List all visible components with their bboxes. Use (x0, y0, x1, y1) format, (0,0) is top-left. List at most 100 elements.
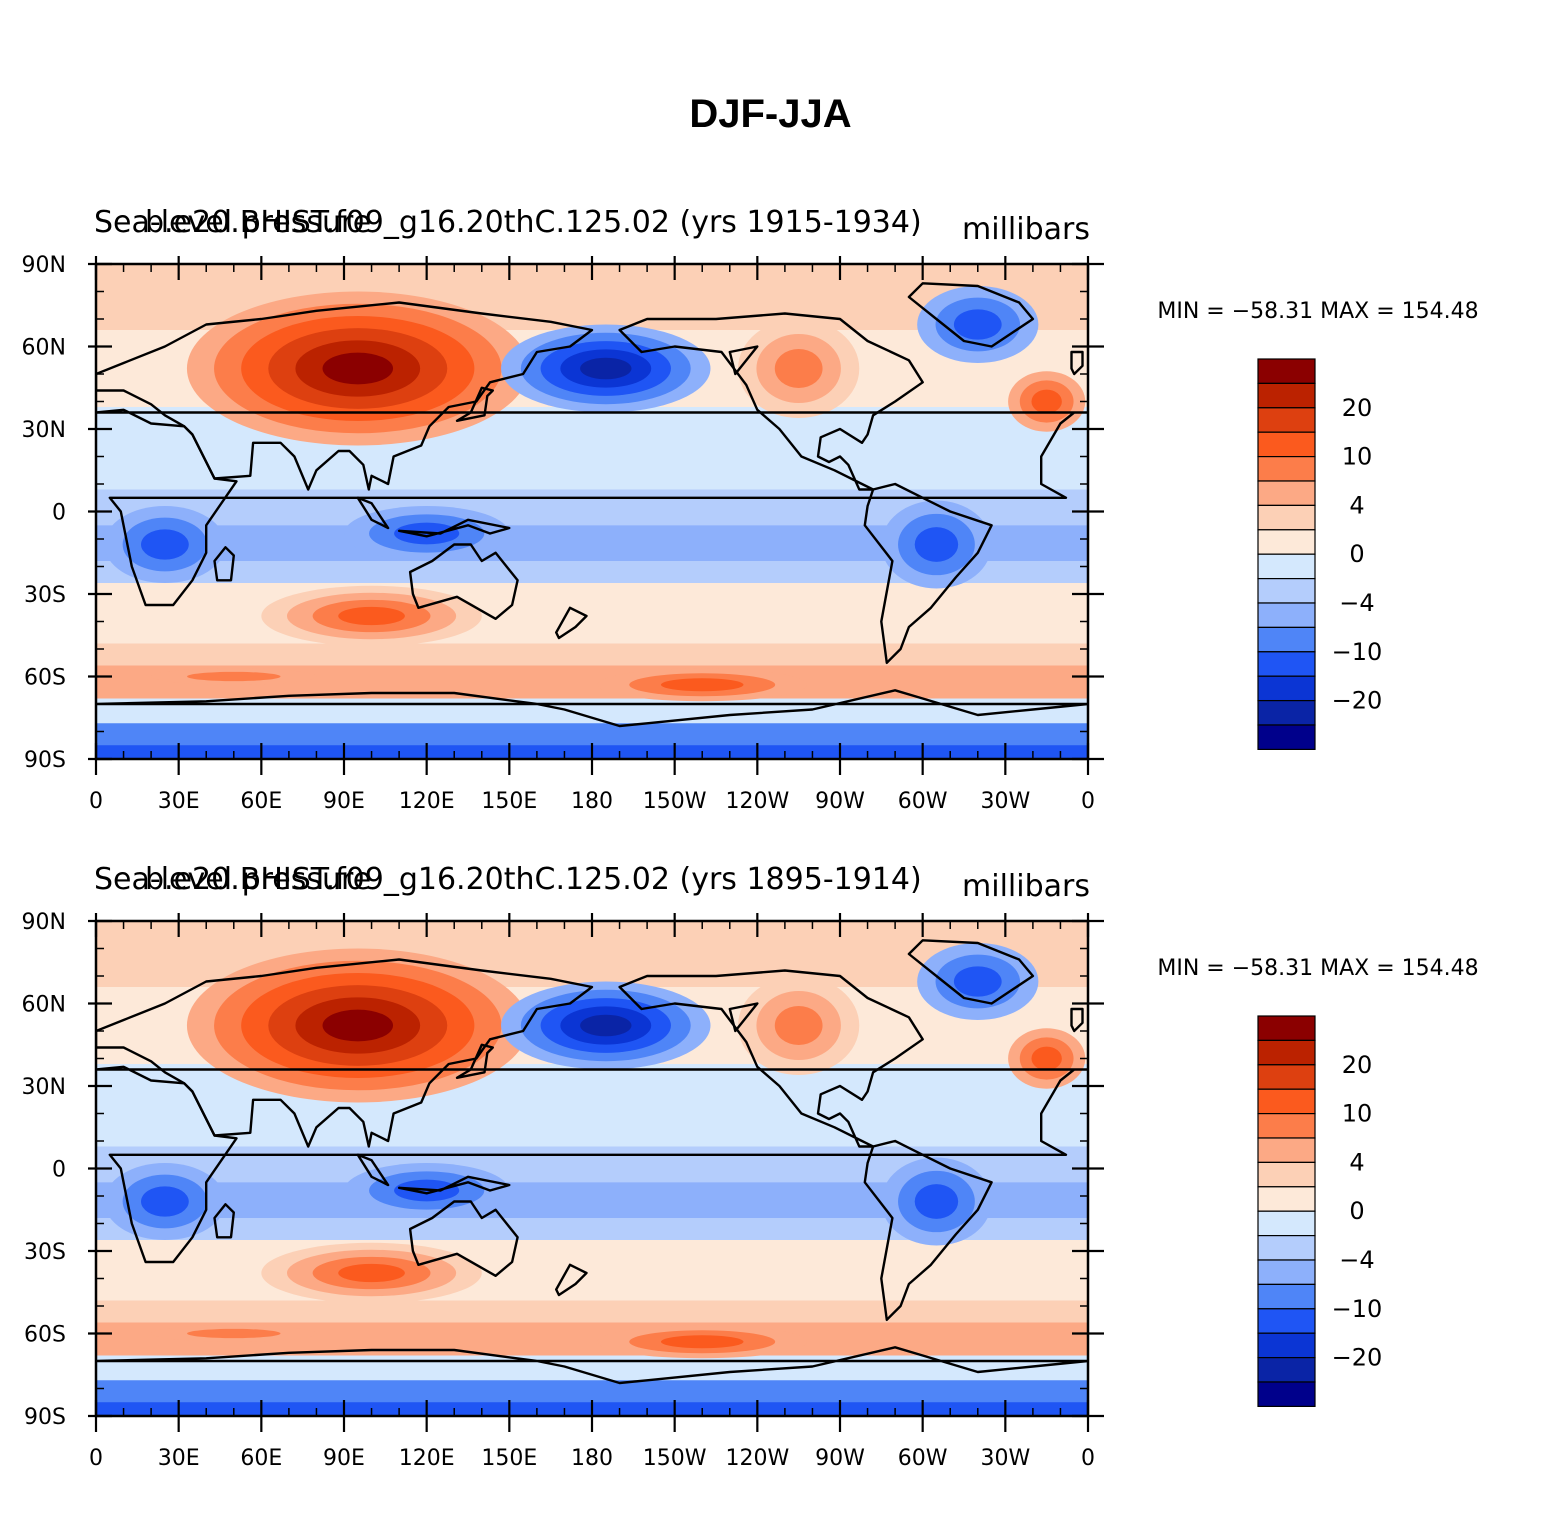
lon-label: 150E (481, 1446, 537, 1471)
coastline (96, 1346, 1088, 1385)
coastline (555, 1263, 588, 1297)
lon-label: 150E (481, 789, 537, 814)
colorbar-box (1257, 675, 1316, 702)
azores-high-contour (1031, 1046, 1062, 1071)
lon-label: 120E (399, 789, 455, 814)
colorbar-box (1257, 1137, 1316, 1163)
lat-label: 90S (24, 748, 66, 773)
min-max-stats: MIN = −58.31 MAX = 154.48 (1157, 299, 1478, 324)
antarctic-coast-band (96, 698, 1088, 724)
coastline (213, 546, 235, 582)
colorbar-box (1257, 651, 1316, 677)
southern-ocean-band (96, 643, 1088, 666)
australia-high-contour (338, 606, 405, 626)
lon-label: 120W (725, 789, 789, 814)
lon-label: 30W (980, 1446, 1030, 1471)
coastline (397, 1175, 511, 1195)
colorbar-box (1257, 407, 1316, 433)
coastline (356, 496, 390, 530)
colorbar-label: 4 (1349, 491, 1364, 519)
aleutian-low-contour (580, 357, 632, 380)
lat-label: 90N (22, 910, 66, 935)
colorbar: 20 10 4 0 −4 −10 −20 (1257, 358, 1383, 750)
lon-label: 150W (643, 789, 707, 814)
colorbar-box (1257, 602, 1316, 628)
lon-label: 0 (89, 1446, 103, 1471)
colorbar-label: 0 (1349, 1197, 1364, 1225)
south-pacific-high-contour (660, 678, 744, 692)
coastline (863, 482, 993, 664)
lon-label: 150W (643, 1446, 707, 1471)
colorbar-box (1257, 456, 1316, 482)
lon-label: 30E (158, 1446, 200, 1471)
colorbar-box (1257, 1234, 1316, 1261)
colorbar-label: −20 (1332, 687, 1383, 715)
colorbar-box (1257, 1259, 1316, 1285)
colorbar-box (1257, 504, 1316, 531)
coastline (555, 606, 588, 640)
lat-label: 60S (24, 1323, 66, 1348)
lat-label: 30N (22, 418, 66, 443)
coastline (213, 1203, 235, 1239)
colorbar-label: 20 (1342, 394, 1373, 422)
coastline (96, 689, 1088, 728)
lon-label: 90E (323, 1446, 365, 1471)
lon-label: 60W (898, 1446, 948, 1471)
colorbar-label: −10 (1332, 638, 1383, 666)
colorbar-box (1257, 431, 1316, 458)
coastline (356, 1153, 390, 1187)
colorbar-box (1257, 1381, 1316, 1407)
coastline (455, 386, 494, 422)
coastline (408, 543, 519, 620)
lat-label: 0 (52, 1158, 66, 1183)
lat-label: 60N (22, 993, 66, 1018)
colorbar-box (1257, 1332, 1316, 1359)
coastline (1070, 350, 1084, 376)
coastline (907, 282, 1035, 348)
lon-label: 90W (815, 1446, 865, 1471)
lon-label: 180 (571, 789, 613, 814)
colorbar-box (1257, 577, 1316, 604)
lon-label: 30W (980, 789, 1030, 814)
coastline (455, 1043, 494, 1079)
coastline (96, 1065, 1088, 1264)
colorbar-box (1257, 1015, 1316, 1041)
colorbar-box (1257, 1088, 1316, 1115)
map-panel: 90N 60N 30N 0 30S 60S 90S 0 30E 60E 90E 120E 150E 180… (22, 862, 1479, 1471)
antarctic-coast-band (96, 1355, 1088, 1381)
colorbar-label: 4 (1349, 1148, 1364, 1176)
icelandic-low-contour (953, 966, 1002, 997)
colorbar-box (1257, 358, 1316, 384)
colorbar-box (1257, 724, 1316, 750)
map-panel: 90N 60N 30N 0 30S 60S 90S 0 30E 60E 90E 120E 150E 180… (22, 205, 1479, 814)
coastline (408, 1200, 519, 1277)
colorbar-box (1257, 529, 1316, 555)
lat-label: 90S (24, 1405, 66, 1430)
colorbar-box (1257, 1356, 1316, 1383)
colorbar-box (1257, 1064, 1316, 1090)
colorbar-label: 10 (1342, 443, 1373, 471)
case-name: b.e20.BHIST.f09_g16.20thC.125.02 (yrs 18… (145, 862, 922, 897)
southern-ridge-band (96, 1240, 1088, 1301)
slp-difference-field (96, 264, 1088, 759)
coastline (618, 969, 924, 1148)
colorbar-box (1257, 1283, 1316, 1310)
coastline (728, 1002, 759, 1033)
colorbar-box (1257, 699, 1316, 726)
colorbar-label: −4 (1339, 589, 1374, 617)
coastline (1070, 1007, 1084, 1033)
variable-name: Sea-level pressure (94, 205, 371, 240)
africa-low-contour (141, 529, 189, 560)
south-indian-ridge-contour (187, 1328, 281, 1339)
coastline (907, 939, 1035, 1005)
lon-label: 90W (815, 789, 865, 814)
coastline (728, 345, 759, 376)
lat-label: 60S (24, 666, 66, 691)
siberian-high-contour (322, 1009, 394, 1042)
colorbar-label: 10 (1342, 1100, 1373, 1128)
lon-label: 60E (240, 1446, 282, 1471)
lon-label: 180 (571, 1446, 613, 1471)
case-name: b.e20.BHIST.f09_g16.20thC.125.02 (yrs 19… (145, 205, 922, 240)
southern-ocean-band (96, 1300, 1088, 1323)
lat-label: 30N (22, 1075, 66, 1100)
